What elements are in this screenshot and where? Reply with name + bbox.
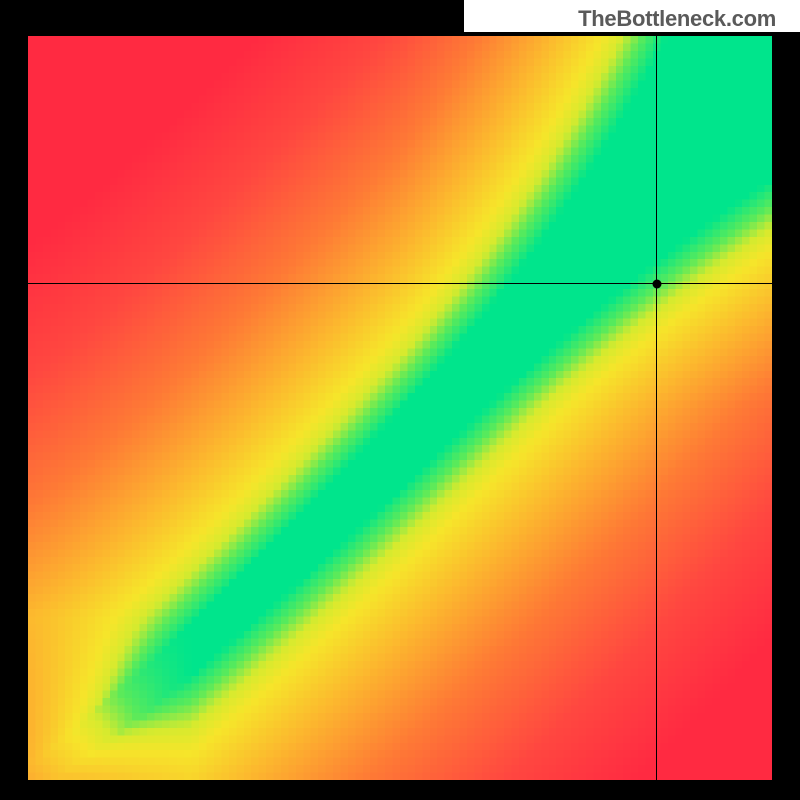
chart-container — [0, 0, 800, 800]
attribution-text: TheBottleneck.com — [578, 6, 776, 32]
plot-border — [0, 0, 800, 800]
